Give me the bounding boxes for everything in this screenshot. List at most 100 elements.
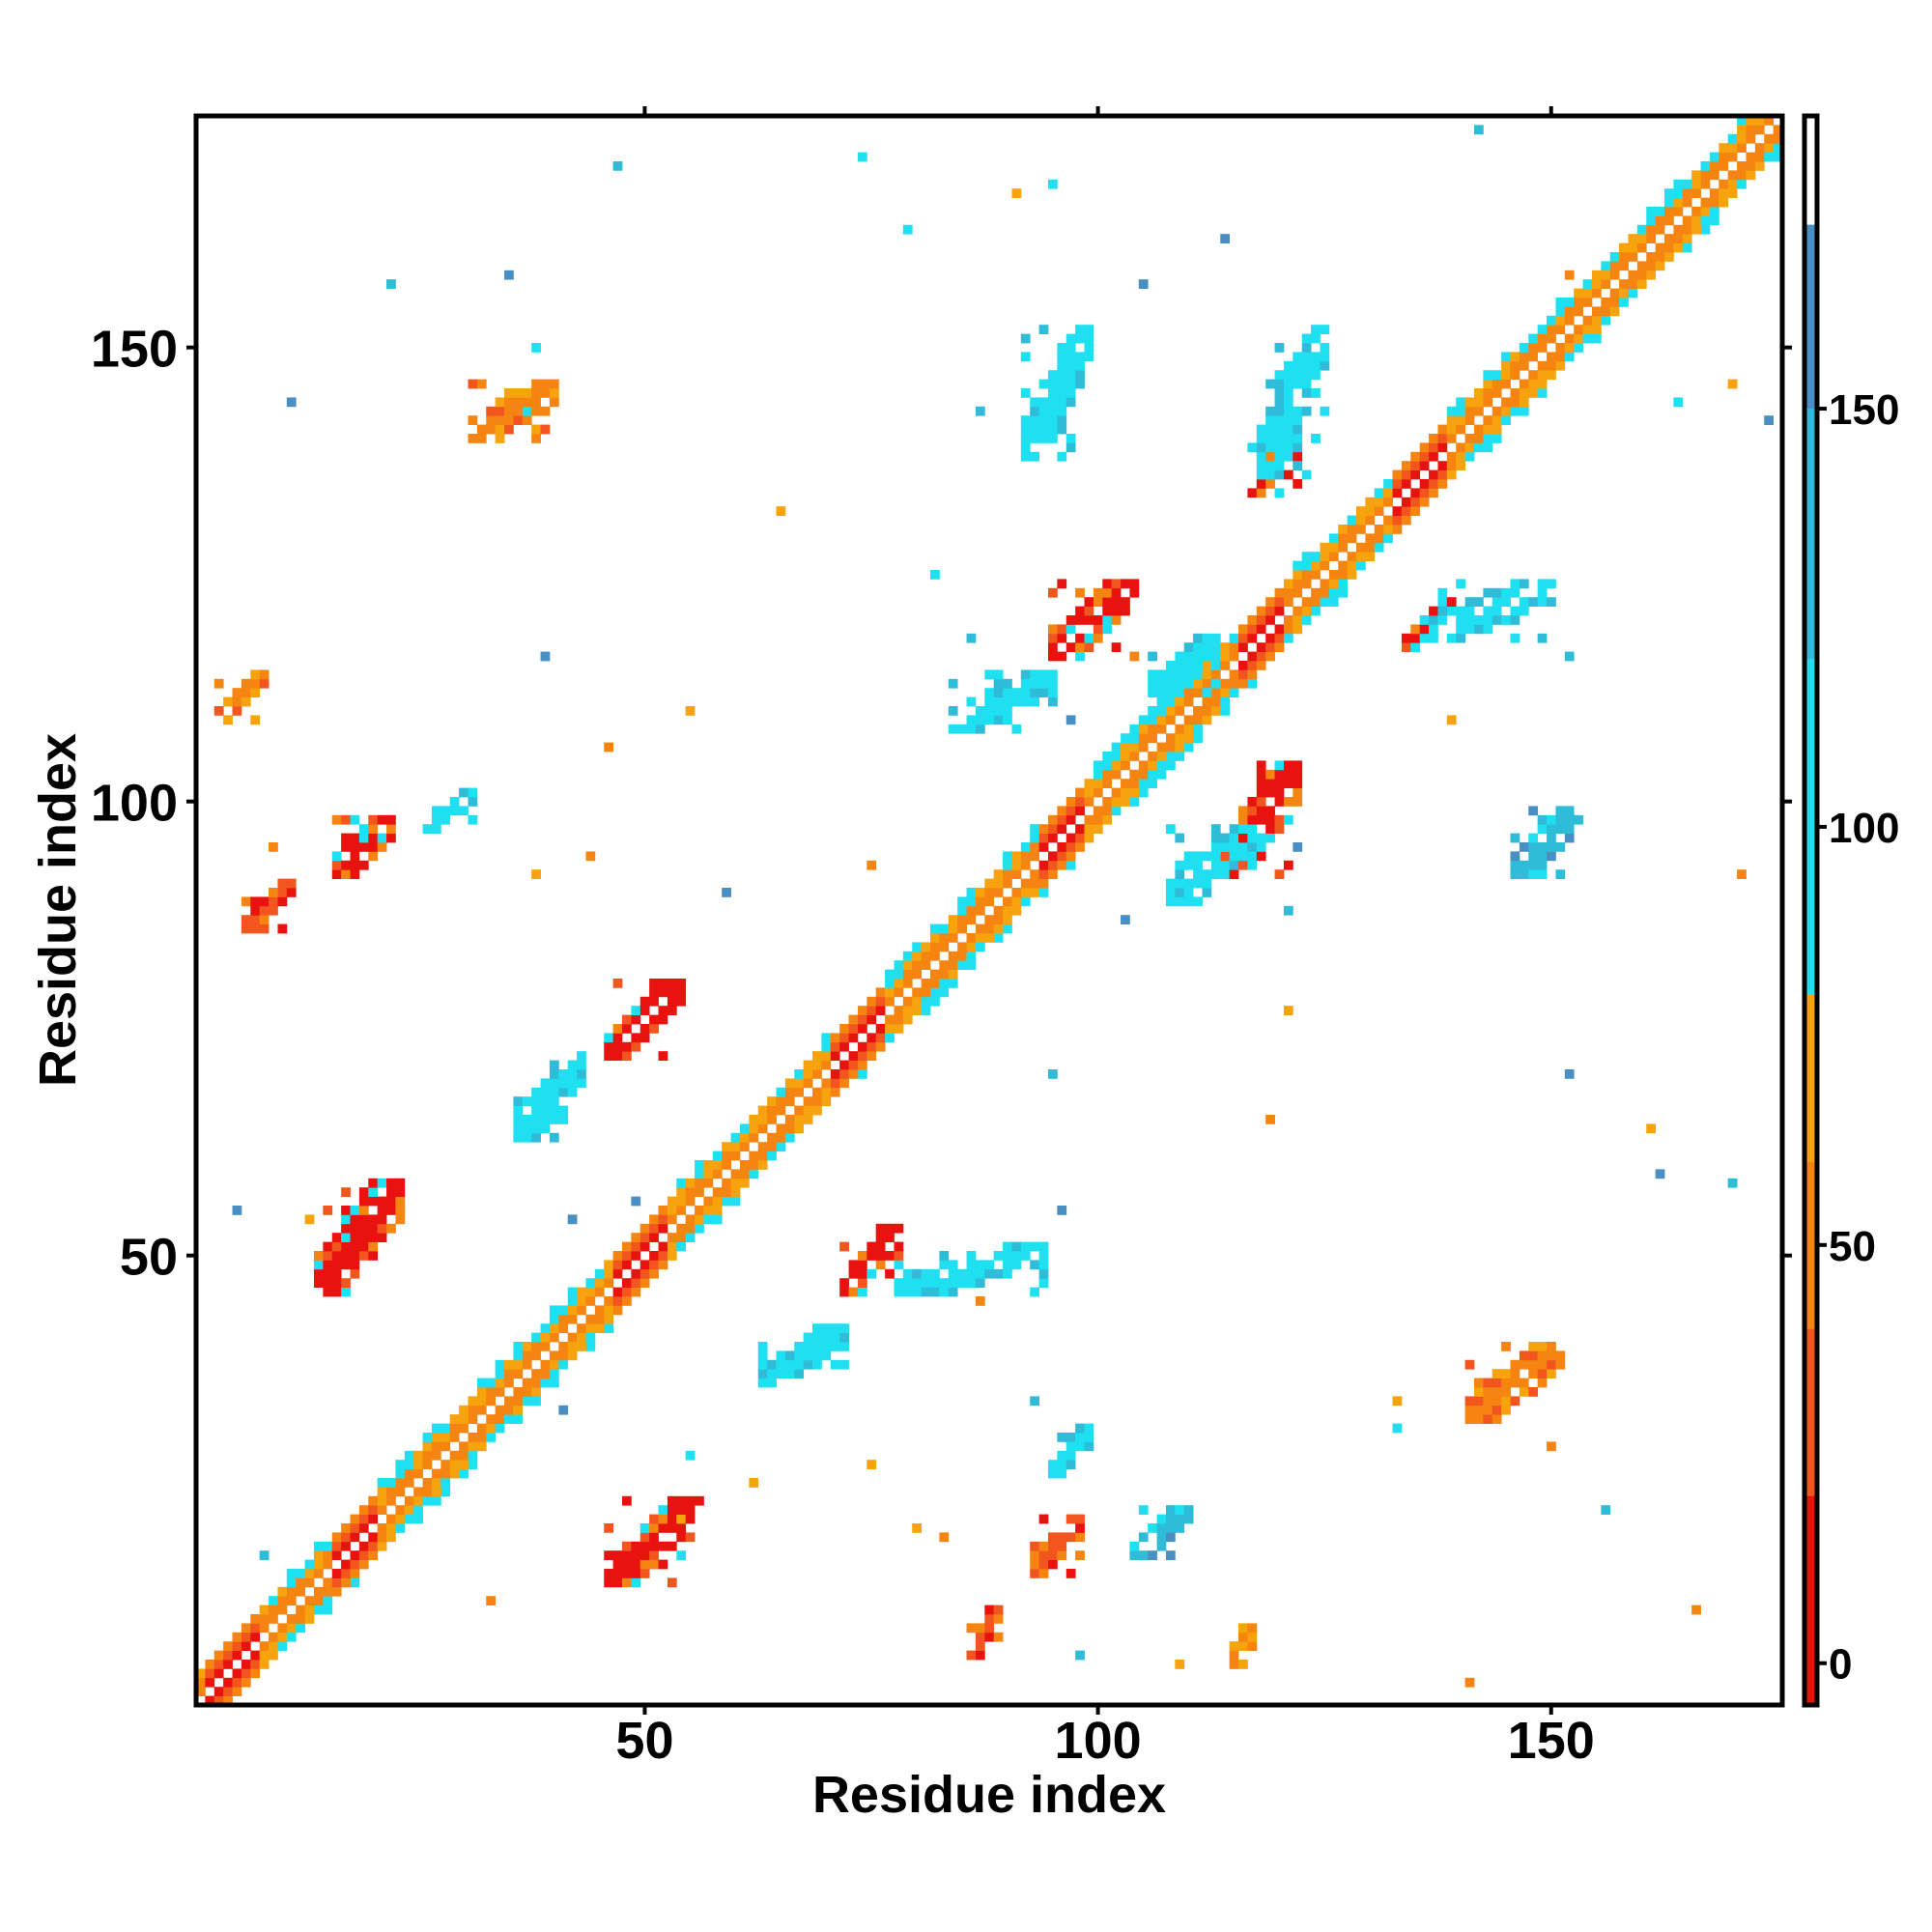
heatmap-cell: [1437, 461, 1448, 470]
heatmap-cell: [540, 1115, 551, 1124]
heatmap-cell: [1646, 207, 1657, 216]
heatmap-cell: [830, 1087, 840, 1097]
heatmap-cell: [1555, 343, 1566, 353]
heatmap-cell: [1510, 833, 1520, 843]
heatmap-cell: [304, 1614, 315, 1624]
heatmap-cell: [1075, 1423, 1085, 1434]
heatmap-cell: [1764, 143, 1775, 153]
heatmap-cell: [259, 1660, 270, 1669]
heatmap-cell: [1175, 651, 1185, 662]
heatmap-cell: [1020, 333, 1031, 344]
heatmap-cell: [323, 1559, 333, 1570]
heatmap-cell: [1537, 842, 1548, 852]
heatmap-cell: [612, 1260, 623, 1270]
heatmap-cell: [1020, 678, 1031, 689]
heatmap-cell: [1564, 343, 1575, 353]
heatmap-cell: [1102, 797, 1113, 807]
heatmap-cell: [1175, 869, 1185, 879]
heatmap-cell: [1183, 678, 1194, 689]
heatmap-cell: [631, 1251, 641, 1261]
heatmap-cell: [1555, 298, 1566, 307]
heatmap-cell: [1256, 833, 1266, 843]
heatmap-cell: [368, 851, 379, 862]
heatmap-cell: [685, 706, 696, 716]
heatmap-cell: [1193, 669, 1203, 680]
heatmap-cell: [1210, 851, 1221, 862]
heatmap-cell: [1030, 415, 1039, 425]
heatmap-cell: [993, 1632, 1004, 1642]
heatmap-cell: [1464, 1359, 1475, 1370]
heatmap-cell: [1773, 133, 1783, 144]
heatmap-cell: [1274, 451, 1285, 462]
heatmap-cell: [1537, 597, 1548, 607]
heatmap-cell: [468, 1414, 478, 1424]
heatmap-cell: [1093, 787, 1103, 798]
heatmap-cell: [1446, 451, 1457, 462]
heatmap-cell: [431, 806, 441, 816]
heatmap-cell: [1347, 533, 1357, 544]
heatmap-cell: [549, 1323, 559, 1333]
heatmap-cell: [495, 424, 505, 435]
heatmap-cell: [1664, 234, 1674, 243]
heatmap-cell: [1165, 1523, 1176, 1533]
heatmap-cell: [1183, 733, 1194, 743]
heatmap-cell: [413, 1514, 423, 1524]
heatmap-cell: [1030, 669, 1039, 680]
heatmap-cell: [377, 1214, 387, 1225]
heatmap-cell: [912, 1268, 923, 1279]
heatmap-cell: [1564, 270, 1575, 280]
heatmap-cell: [350, 814, 360, 825]
heatmap-cell: [1057, 851, 1067, 862]
heatmap-cell: [1547, 360, 1556, 371]
heatmap-cell: [1392, 525, 1403, 534]
heatmap-cell: [1582, 315, 1593, 326]
heatmap-cell: [1265, 779, 1275, 788]
heatmap-cell: [1193, 724, 1203, 734]
heatmap-cell: [567, 1305, 578, 1316]
heatmap-cell: [358, 1541, 369, 1551]
heatmap-cell: [1111, 769, 1122, 780]
heatmap-cell: [703, 1214, 714, 1225]
heatmap-cell: [259, 1614, 270, 1624]
heatmap-cell: [331, 1569, 342, 1578]
heatmap-cell: [1084, 642, 1094, 652]
heatmap-cell: [621, 1024, 632, 1034]
heatmap-cell: [1293, 624, 1303, 635]
heatmap-cell: [939, 960, 950, 970]
heatmap-cell: [784, 1350, 795, 1361]
heatmap-cell: [739, 1178, 750, 1188]
heatmap-cell: [1609, 261, 1620, 271]
heatmap-cell: [1238, 624, 1248, 635]
heatmap-cell: [667, 1196, 677, 1207]
heatmap-cell: [776, 1087, 786, 1097]
heatmap-cell: [739, 1160, 750, 1170]
heatmap-cell: [1202, 688, 1212, 697]
heatmap-cell: [1038, 878, 1049, 889]
heatmap-cell: [1555, 325, 1566, 334]
heatmap-cell: [440, 1487, 451, 1497]
heatmap-cell: [875, 1024, 886, 1034]
heatmap-cell: [323, 1287, 333, 1297]
heatmap-cell: [1156, 1541, 1167, 1551]
heatmap-cell: [685, 1214, 696, 1225]
heatmap-cell: [1537, 1342, 1548, 1351]
heatmap-cell: [358, 824, 369, 834]
heatmap-cell: [1165, 733, 1176, 743]
heatmap-cell: [540, 1332, 551, 1343]
heatmap-cell: [612, 1287, 623, 1297]
heatmap-cell: [513, 1096, 524, 1106]
heatmap-cell: [667, 1514, 677, 1524]
heatmap-cell: [885, 987, 895, 998]
heatmap-cell: [358, 1206, 369, 1215]
heatmap-cell: [1256, 479, 1266, 489]
heatmap-cell: [1129, 787, 1140, 798]
heatmap-cell: [1709, 161, 1719, 171]
heatmap-cell: [1265, 615, 1275, 625]
heatmap-cell: [1528, 806, 1539, 816]
heatmap-cell: [930, 933, 940, 943]
heatmap-cell: [1591, 306, 1602, 317]
heatmap-cell: [1274, 424, 1285, 435]
heatmap-cell: [1320, 325, 1330, 334]
heatmap-cell: [522, 415, 532, 425]
heatmap-cell: [1247, 1641, 1258, 1651]
